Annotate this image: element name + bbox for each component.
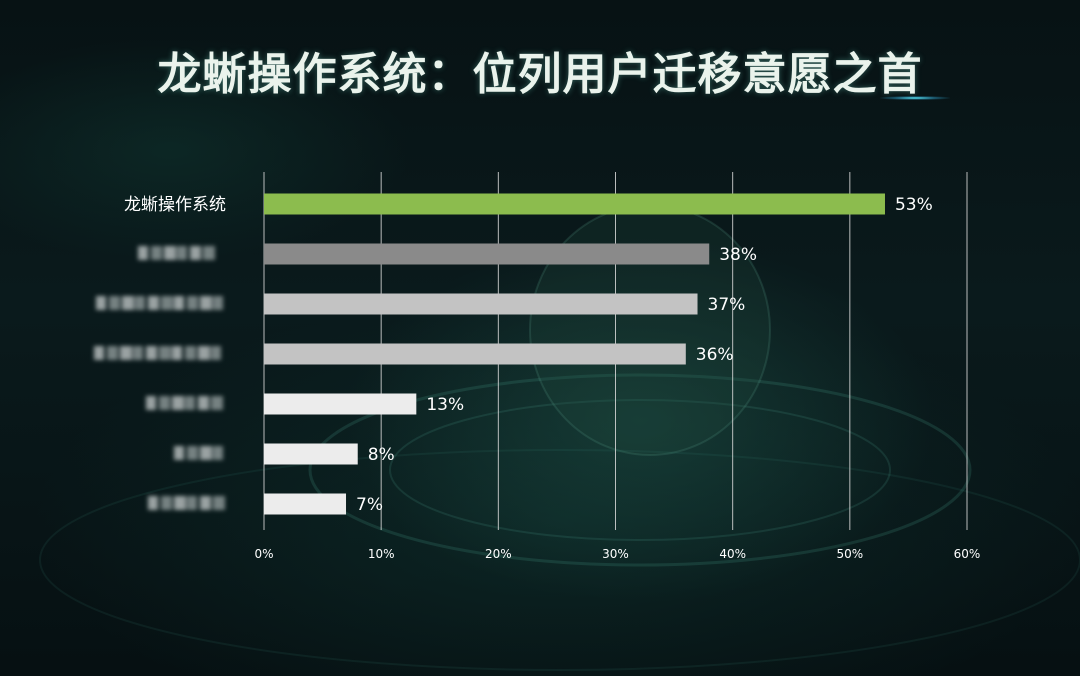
value-label-2: 37%	[708, 295, 746, 315]
chart-category-labels: 龙蜥操作系统	[94, 195, 226, 510]
x-tick-label-30: 30%	[602, 547, 629, 561]
value-label-3: 36%	[696, 345, 734, 365]
chart-bars	[264, 193, 885, 515]
bar-0	[264, 193, 885, 215]
x-tick-label-50: 50%	[836, 547, 863, 561]
value-label-4: 13%	[426, 395, 464, 415]
x-tick-label-0: 0%	[254, 547, 273, 561]
x-tick-label-40: 40%	[719, 547, 746, 561]
value-label-5: 8%	[368, 445, 395, 465]
x-tick-label-10: 10%	[368, 547, 395, 561]
category-label-6-obscured	[148, 496, 225, 510]
category-label-4-obscured	[146, 396, 223, 410]
chart-value-labels: 53% 38% 37% 36% 13% 8% 7%	[356, 195, 933, 515]
category-label-5-obscured	[174, 446, 223, 460]
bar-3	[264, 343, 686, 365]
value-label-6: 7%	[356, 495, 383, 515]
bar-2	[264, 293, 698, 315]
category-label-0: 龙蜥操作系统	[124, 195, 226, 215]
bar-4	[264, 393, 417, 415]
category-label-1-obscured	[138, 246, 215, 260]
chart-x-axis-ticks: 0% 10% 20% 30% 40% 50% 60%	[254, 547, 980, 561]
bar-6	[264, 493, 347, 515]
category-label-2-obscured	[96, 296, 223, 310]
bar-5	[264, 443, 358, 465]
page-title: 龙蜥操作系统：位列用户迁移意愿之首	[157, 49, 923, 100]
value-label-1: 38%	[719, 245, 757, 265]
title-glow-accent	[880, 96, 950, 100]
category-label-3-obscured	[94, 346, 221, 360]
x-tick-label-60: 60%	[954, 547, 981, 561]
bar-1	[264, 243, 710, 265]
value-label-0: 53%	[895, 195, 933, 215]
x-tick-label-20: 20%	[485, 547, 512, 561]
